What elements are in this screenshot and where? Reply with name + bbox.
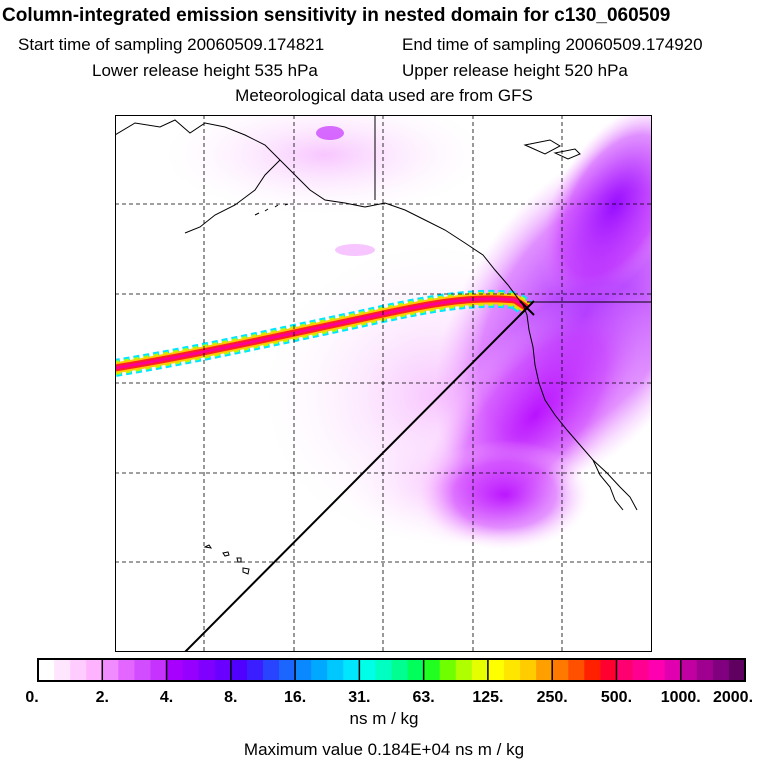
colorbar: 0. 2. 4. 8. 16. 31. 63. 125. 250. 500. 1000. 2000. [25, 658, 753, 705]
colorbar-cell [423, 659, 441, 681]
colorbar-cell [664, 659, 682, 681]
colorbar-cell [471, 659, 489, 681]
colorbar-tick-label: 16. [284, 689, 306, 705]
colorbar-cell [198, 659, 216, 681]
colorbar-cell [182, 659, 200, 681]
colorbar-cell [38, 659, 55, 681]
colorbar-cell [54, 659, 71, 681]
plot-title: Column-integrated emission sensitivity i… [2, 5, 671, 26]
colorbar-cell [102, 659, 119, 681]
colorbar-cell [70, 659, 87, 681]
colorbar-cell [359, 659, 376, 681]
blob-north [316, 126, 344, 140]
colorbar-cell [391, 659, 409, 681]
release-track-line [184, 307, 528, 652]
graticule [115, 115, 652, 652]
colorbar-cell [696, 659, 714, 681]
release-point-marker [519, 300, 535, 316]
colorbar-cell [520, 659, 537, 681]
colorbar-tick-label: 1000. [661, 689, 701, 705]
colorbar-tick-label: 250. [537, 689, 568, 705]
colorbar-cell [86, 659, 103, 681]
colorbar-cell [568, 659, 585, 681]
map-panel [115, 115, 652, 652]
colorbar-cell [616, 659, 634, 681]
end-time-label: End time of sampling 20060509.174920 [402, 35, 703, 54]
colorbar-cell [632, 659, 650, 681]
colorbar-tick-label: 2000. [713, 689, 753, 705]
coast-alaska-gulf [364, 202, 524, 306]
coast-alaska-peninsula [184, 159, 281, 234]
colorbar-cell [552, 659, 569, 681]
coast-bc [522, 304, 638, 511]
colorbar-cell [166, 659, 184, 681]
colorbar-cell [311, 659, 328, 681]
colorbar-cell [648, 659, 666, 681]
colorbar-cell [262, 659, 280, 681]
coastlines [115, 115, 652, 575]
colorbar-cell [407, 659, 425, 681]
colorbar-cell [295, 659, 312, 681]
blob-alaska [335, 244, 375, 256]
colorbar-cells [38, 659, 746, 681]
islands-arctic [523, 139, 581, 160]
colorbar-cell [279, 659, 296, 681]
colorbar-cell [230, 659, 248, 681]
colorbar-cell [680, 659, 698, 681]
colorbar-cell [455, 659, 473, 681]
colorbar-cell [536, 659, 553, 681]
colorbar-cell [375, 659, 392, 681]
colorbar-cell [343, 659, 360, 681]
colorbar-cell [134, 659, 151, 681]
colorbar-tick-label: 8. [224, 689, 237, 705]
sensitivity-map [115, 115, 652, 652]
colorbar-tick-label: 31. [348, 689, 370, 705]
plume-south [420, 440, 590, 550]
colorbar-cell [503, 659, 521, 681]
colorbar-tick-label: 500. [601, 689, 632, 705]
colorbar-cell [118, 659, 135, 681]
upper-height-label: Upper release height 520 hPa [402, 61, 628, 80]
colorbar-cell [728, 659, 746, 681]
colorbar-cell [584, 659, 601, 681]
colorbar-tick-labels: 0. 2. 4. 8. 16. 31. 63. 125. 250. 500. 1000. 2000. [25, 659, 753, 705]
colorbar-tick-label: 63. [413, 689, 435, 705]
colorbar-tick-label: 4. [160, 689, 173, 705]
map-border [115, 115, 652, 652]
start-time-label: Start time of sampling 20060509.174821 [18, 35, 325, 54]
colorbar-cell [246, 659, 264, 681]
lower-height-label: Lower release height 535 hPa [92, 61, 318, 80]
colorbar-cell [439, 659, 457, 681]
colorbar-cell [600, 659, 617, 681]
max-value-label: Maximum value 0.184E+04 ns m / kg [243, 740, 525, 759]
colorbar-tick-label: 125. [472, 689, 503, 705]
colorbar-tick-label: 0. [25, 689, 38, 705]
haze-north [165, 115, 485, 215]
colorbar-cell [487, 659, 505, 681]
colorbar-cell [712, 659, 730, 681]
islands-hawaii [203, 544, 250, 575]
colorbar-tick-label: 2. [96, 689, 109, 705]
met-data-label: Meteorological data used are from GFS [235, 86, 533, 105]
islands-aleutian [254, 203, 289, 216]
coast-baja [592, 459, 624, 511]
colorbar-unit-label: ns m / kg [349, 709, 419, 728]
trajectory-band-core [115, 297, 528, 370]
colorbar-cell [150, 659, 168, 681]
colorbar-cell [327, 659, 344, 681]
coast-alaska-west [115, 119, 366, 208]
colorbar-cell [214, 659, 232, 681]
